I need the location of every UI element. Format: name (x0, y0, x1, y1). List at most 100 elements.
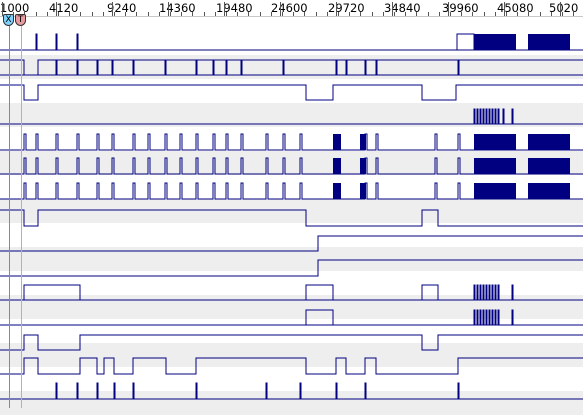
ruler-minor-tick (316, 12, 317, 16)
ruler-minor-tick (405, 12, 406, 16)
dense-burst (474, 158, 516, 174)
time-ruler[interactable]: 1000 4120 9240 14360 19480 24600 29720 3… (0, 0, 583, 17)
ruler-minor-tick (248, 12, 249, 16)
ruler-minor-tick (136, 12, 137, 16)
dense-burst (474, 183, 516, 199)
ruler-minor-tick (484, 12, 485, 16)
ruler-major-tick (280, 2, 281, 16)
ruler-minor-tick (383, 12, 384, 16)
signal-trace-dense (0, 157, 583, 175)
signal-row[interactable] (0, 223, 583, 247)
ruler-minor-tick (461, 12, 462, 16)
signal-trace-dense (0, 133, 583, 151)
signal-trace-9 (0, 235, 583, 252)
ruler-minor-tick (282, 12, 283, 16)
dense-block (333, 134, 341, 150)
ruler-minor-tick (125, 12, 126, 16)
ruler-label: 34840 (384, 1, 421, 15)
signal-trace-11 (0, 284, 583, 301)
ruler-minor-tick (293, 12, 294, 16)
ruler-label: 1000 (0, 1, 30, 15)
ruler-label: 5020 (549, 1, 579, 15)
ruler-major-tick (504, 2, 505, 16)
ruler-minor-tick (237, 12, 238, 16)
ruler-minor-tick (260, 12, 261, 16)
ruler-minor-tick (58, 12, 59, 16)
ruler-minor-tick (271, 12, 272, 16)
ruler-minor-tick (506, 12, 507, 16)
dense-burst (528, 158, 570, 174)
ruler-major-tick (560, 2, 561, 16)
ruler-major-tick (56, 2, 57, 16)
dense-burst (528, 183, 570, 199)
signal-trace-13 (0, 334, 583, 351)
ruler-minor-tick (450, 12, 451, 16)
dense-burst (528, 134, 570, 150)
ruler-minor-tick (215, 12, 216, 16)
ruler-minor-tick (439, 12, 440, 16)
ruler-minor-tick (304, 12, 305, 16)
ruler-minor-tick (226, 12, 227, 16)
cursor-t-line[interactable] (21, 16, 22, 408)
ruler-minor-tick (47, 12, 48, 16)
ruler-major-tick (392, 2, 393, 16)
signal-trace-14 (0, 357, 583, 375)
ruler-minor-tick (416, 12, 417, 16)
ruler-label: 19480 (216, 1, 253, 15)
ruler-minor-tick (528, 12, 529, 16)
ruler-minor-tick (92, 12, 93, 16)
cursor-x-marker[interactable]: X (3, 14, 14, 26)
ruler-minor-tick (573, 12, 574, 16)
dense-block (360, 158, 366, 174)
dense-block (333, 183, 341, 199)
ruler-minor-tick (204, 12, 205, 16)
ruler-minor-tick (372, 12, 373, 16)
signal-trace-2b (0, 59, 583, 76)
ruler-minor-tick (170, 12, 171, 16)
signal-trace-15 (0, 382, 583, 400)
signal-trace-12b (0, 309, 583, 326)
ruler-major-tick (224, 2, 225, 16)
cursor-x-line[interactable] (9, 16, 10, 408)
ruler-minor-tick (80, 12, 81, 16)
ruler-minor-tick (517, 12, 518, 16)
ruler-minor-tick (428, 12, 429, 16)
ruler-minor-tick (192, 12, 193, 16)
signal-row[interactable] (0, 199, 583, 223)
ruler-minor-tick (114, 12, 115, 16)
ruler-major-tick (2, 2, 3, 16)
ruler-minor-tick (562, 12, 563, 16)
signal-trace-8 (0, 209, 583, 227)
ruler-major-tick (112, 2, 113, 16)
ruler-label: 39960 (442, 1, 479, 15)
dense-burst (474, 34, 516, 50)
ruler-minor-tick (181, 12, 182, 16)
signal-trace-3 (0, 84, 583, 101)
ruler-major-tick (448, 2, 449, 16)
ruler-major-tick (336, 2, 337, 16)
ruler-minor-tick (69, 12, 70, 16)
ruler-label: 9240 (107, 1, 137, 15)
signal-trace-2 (0, 59, 583, 76)
ruler-minor-tick (472, 12, 473, 16)
ruler-major-tick (168, 2, 169, 16)
dense-block (360, 183, 366, 199)
ruler-minor-tick (338, 12, 339, 16)
signal-trace-1 (0, 33, 583, 51)
ruler-minor-tick (103, 12, 104, 16)
signal-row[interactable] (0, 79, 583, 103)
cursor-t-marker[interactable]: T (15, 14, 26, 26)
ruler-minor-tick (551, 12, 552, 16)
ruler-minor-tick (159, 12, 160, 16)
ruler-minor-tick (540, 12, 541, 16)
ruler-label: 29720 (328, 1, 365, 15)
signal-trace-dense (0, 182, 583, 200)
signal-trace-10 (0, 259, 583, 277)
dense-block (333, 158, 341, 174)
ruler-minor-tick (327, 12, 328, 16)
ruler-minor-tick (36, 12, 37, 16)
signal-trace-4 (0, 108, 583, 125)
dense-burst (474, 134, 516, 150)
